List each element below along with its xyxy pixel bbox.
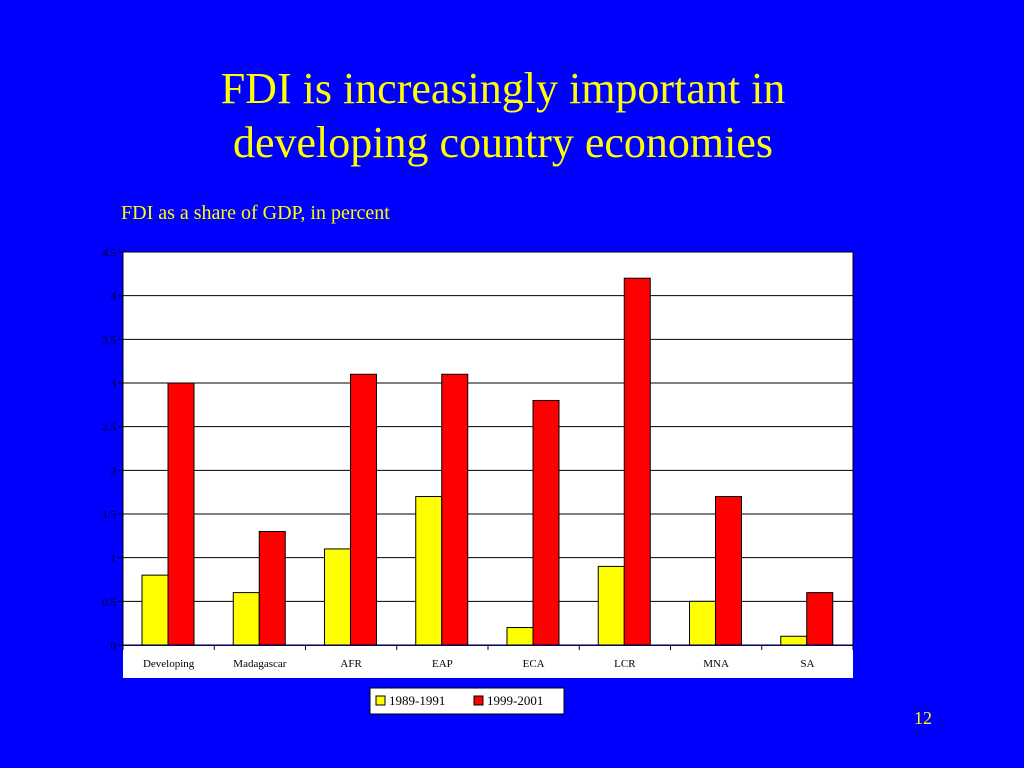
x-tick-label: LCR — [614, 658, 636, 670]
bar-1989-1991 — [232, 592, 260, 646]
bar-1989-1991 — [506, 627, 534, 646]
legend-label: 1989-1991 — [389, 693, 445, 708]
slide-title: FDI is increasingly important in develop… — [0, 62, 1006, 170]
y-tick-label: 0.5 — [102, 596, 116, 608]
bar-1989-1991 — [141, 574, 169, 646]
y-tick-label: 4 — [111, 291, 117, 303]
y-tick-label: 4.5 — [102, 247, 116, 259]
x-tick-label: ECA — [523, 658, 545, 670]
legend-label: 1999-2001 — [487, 693, 543, 708]
plot-area — [123, 252, 853, 645]
y-tick-label: 1 — [111, 553, 117, 565]
bar-1989-1991 — [324, 548, 351, 646]
y-tick-label: 1.5 — [102, 509, 116, 521]
x-tick-label: AFR — [340, 658, 362, 670]
y-tick-label: 2 — [111, 465, 117, 477]
bar-1999-2001 — [623, 277, 651, 646]
bar-1989-1991 — [415, 496, 443, 646]
y-tick-label: 0 — [111, 640, 117, 652]
bar-1999-2001 — [532, 399, 560, 646]
y-tick-label: 3.5 — [102, 334, 116, 346]
bar-1999-2001 — [441, 373, 469, 646]
slide-title-line-2: developing country economies — [232, 118, 774, 167]
slide-title-line-1: FDI is increasingly important in — [220, 64, 786, 113]
x-tick-label: SA — [800, 658, 814, 670]
x-tick-label: Developing — [143, 658, 195, 670]
x-tick-label: MNA — [703, 658, 729, 670]
y-tick-label: 3 — [111, 378, 117, 390]
chart-title: FDI as a share of GDP, in percent — [121, 202, 390, 224]
legend-swatch — [375, 695, 386, 706]
bar-1989-1991 — [597, 565, 625, 646]
bar-1989-1991 — [780, 635, 808, 646]
bar-1999-2001 — [167, 382, 195, 646]
legend-swatch — [473, 695, 484, 706]
bar-1999-2001 — [715, 496, 742, 646]
bar-1989-1991 — [689, 600, 716, 646]
legend — [369, 687, 565, 715]
slide-number: 12 — [914, 708, 932, 728]
bar-1999-2001 — [258, 530, 286, 646]
x-axis-band — [123, 646, 853, 678]
x-tick-label: Madagascar — [233, 658, 286, 670]
bar-1999-2001 — [806, 592, 834, 646]
bar-1999-2001 — [350, 373, 377, 646]
y-tick-label: 2.5 — [102, 422, 116, 434]
x-tick-label: EAP — [432, 658, 453, 670]
